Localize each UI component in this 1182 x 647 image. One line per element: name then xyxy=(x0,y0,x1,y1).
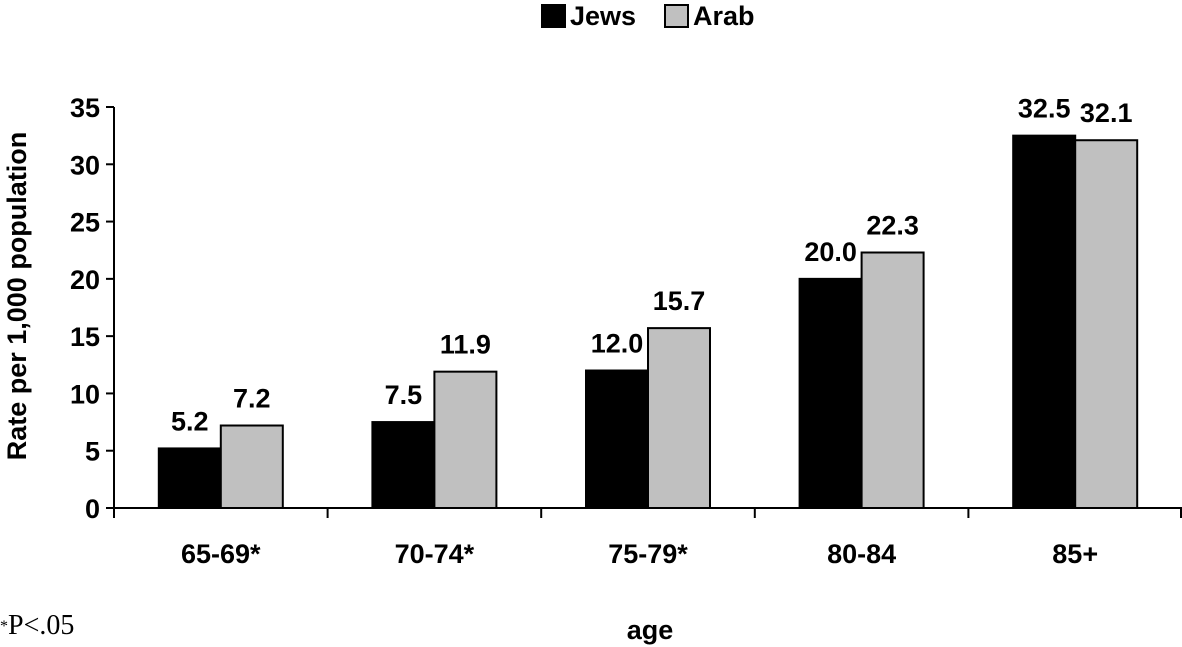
legend-label-arab: Arab xyxy=(693,1,755,31)
x-category-label: 70-74* xyxy=(395,539,475,569)
bar-arab xyxy=(1074,139,1139,509)
y-tick-label: 25 xyxy=(70,208,100,238)
data-label-jews: 5.2 xyxy=(171,406,209,436)
bar-arab xyxy=(219,424,284,510)
data-label-arab: 11.9 xyxy=(440,330,491,360)
data-label-arab: 32.1 xyxy=(1080,98,1133,128)
x-axis: 65-69* 70-74* 75-79* 80-84 85+ xyxy=(113,507,1182,569)
bar-jews xyxy=(798,277,863,509)
footnote: *P<.05 xyxy=(0,610,74,641)
bar-arab xyxy=(433,370,498,509)
bar-jews xyxy=(371,421,436,510)
x-axis-title: age xyxy=(627,615,674,645)
legend-swatch-jews xyxy=(541,4,566,28)
y-tick-label: 30 xyxy=(70,150,100,180)
data-label-arab: 7.2 xyxy=(233,384,271,414)
y-axis-title: Rate per 1,000 population xyxy=(2,132,32,461)
data-label-jews: 12.0 xyxy=(591,329,644,359)
bar-jews xyxy=(157,447,222,509)
data-label-jews: 20.0 xyxy=(804,237,857,267)
y-tick-label: 5 xyxy=(85,437,100,467)
bar-jews xyxy=(1012,134,1077,509)
legend-swatch-arab xyxy=(664,4,689,28)
data-label-jews: 32.5 xyxy=(1018,94,1071,124)
bar-jews xyxy=(585,369,649,509)
y-tick-label: 35 xyxy=(70,93,100,123)
y-tick-label: 15 xyxy=(70,322,100,352)
legend-label-jews: Jews xyxy=(570,1,636,31)
footnote-star: * xyxy=(0,618,8,635)
legend: Jews Arab xyxy=(541,1,755,31)
bars xyxy=(157,134,1139,510)
data-label-jews: 7.5 xyxy=(385,380,423,410)
data-label-arab: 15.7 xyxy=(653,286,706,316)
x-category-label: 80-84 xyxy=(827,539,896,569)
data-label-arab: 22.3 xyxy=(866,211,919,241)
bar-arab xyxy=(860,251,925,509)
footnote-text: P<.05 xyxy=(8,610,74,641)
x-category-label: 65-69* xyxy=(181,539,261,569)
y-tick-label: 20 xyxy=(70,265,100,295)
x-category-label: 75-79* xyxy=(608,539,688,569)
y-axis: 0 5 10 15 20 25 30 35 xyxy=(70,93,115,524)
y-tick-label: 0 xyxy=(85,494,100,524)
x-category-label: 85+ xyxy=(1052,539,1098,569)
data-labels: 5.2 7.2 7.5 11.9 12.0 15.7 20.0 22.3 32.5 32.1 xyxy=(171,94,1132,437)
bar-arab xyxy=(647,327,711,509)
y-tick-label: 10 xyxy=(70,379,100,409)
